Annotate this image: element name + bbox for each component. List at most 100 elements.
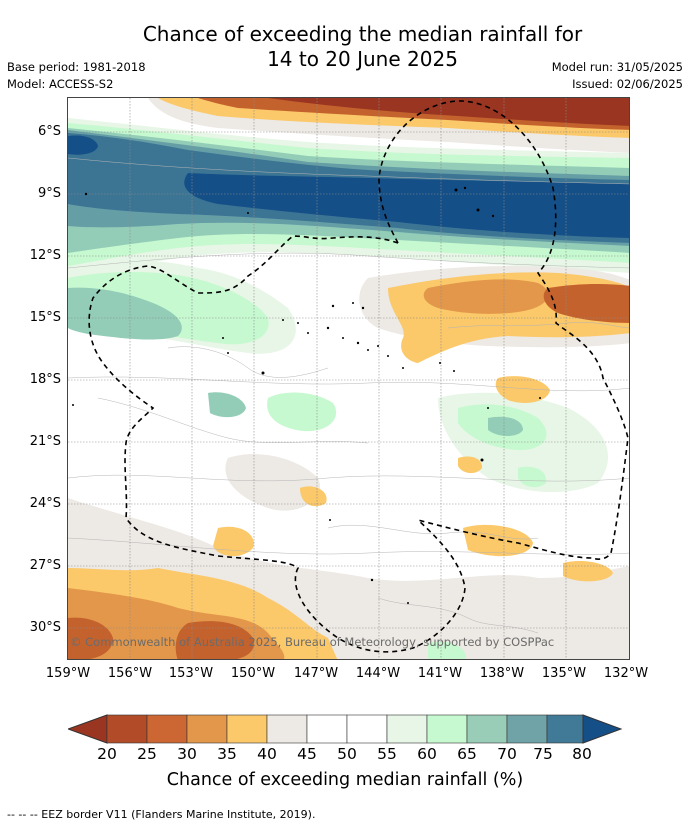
- model-name: Model: ACCESS-S2: [7, 77, 114, 91]
- lat-label: 27°S: [29, 558, 61, 573]
- island: [326, 326, 330, 330]
- lat-label: 21°S: [29, 434, 61, 449]
- colorbar-extend-low: [68, 714, 108, 744]
- base-period: Base period: 1981-2018: [7, 60, 146, 74]
- eez-border-central: [88, 235, 466, 653]
- lon-label: 144°W: [355, 666, 401, 681]
- island: [402, 367, 404, 369]
- chart-title: Chance of exceeding the median rainfall …: [0, 22, 690, 72]
- colorbar-tick: 65: [457, 745, 477, 763]
- mid-wet-patch-east: [488, 416, 523, 436]
- colorbar-swatch: [466, 714, 508, 744]
- very-dry-band-north: [268, 98, 629, 126]
- island: [453, 370, 455, 372]
- meta-right: Model run: 31/05/2025 Issued: 02/06/2025: [552, 59, 683, 93]
- island: [463, 186, 467, 190]
- colorbar-swatch: [306, 714, 348, 744]
- island: [454, 188, 458, 192]
- lat-label: 30°S: [29, 620, 61, 635]
- colorbar-tick: 35: [217, 745, 237, 763]
- lon-label: 156°W: [107, 666, 153, 681]
- contour-line-3: [68, 376, 629, 392]
- eez-borders: [88, 100, 629, 653]
- contour-lines: [68, 157, 629, 634]
- island: [480, 458, 484, 462]
- island: [539, 397, 541, 399]
- island: [387, 355, 389, 357]
- island: [72, 404, 74, 406]
- slightly-dry-patch-south-central: [213, 526, 254, 557]
- mid-wet-region-west: [68, 287, 182, 340]
- contour-line-4: [68, 474, 629, 482]
- colorbar-swatch: [226, 714, 268, 744]
- contour-line-7: [327, 524, 539, 540]
- gridlines: [68, 98, 629, 659]
- map-canvas: © Commonwealth of Australia 2025, Bureau…: [68, 98, 629, 659]
- rainfall-map: © Commonwealth of Australia 2025, Bureau…: [67, 97, 630, 660]
- island: [331, 304, 335, 308]
- colorbar-swatch: [386, 714, 428, 744]
- lon-label: 159°W: [45, 666, 91, 681]
- lon-label: 135°W: [541, 666, 587, 681]
- colorbar-swatch: [266, 714, 308, 744]
- slightly-wet-patch-south-center: [428, 641, 466, 659]
- island: [222, 337, 224, 339]
- mid-wet-patch-central-west: [208, 392, 246, 418]
- contour-line-10: [447, 322, 629, 329]
- extreme-wet-patch-west: [68, 135, 98, 155]
- island: [361, 306, 365, 310]
- island: [342, 337, 344, 339]
- contour-line-2: [68, 252, 629, 269]
- lon-label: 150°W: [230, 666, 276, 681]
- colorbar-swatch: [506, 714, 548, 744]
- lat-label: 18°S: [29, 372, 61, 387]
- island: [370, 578, 374, 582]
- contour-line-6: [97, 397, 369, 444]
- island: [487, 407, 489, 409]
- lon-label: 153°W: [168, 666, 214, 681]
- colorbar-swatch: [346, 714, 388, 744]
- contour-line-8: [377, 597, 539, 634]
- title-line-2: 14 to 20 June 2025: [267, 47, 458, 71]
- colorbar-extend-high: [582, 714, 623, 744]
- slightly-dry-patch-southeast: [463, 524, 533, 557]
- island: [352, 302, 354, 304]
- islands: [72, 186, 541, 604]
- dry-region-southwest: [175, 621, 254, 659]
- island: [367, 349, 369, 351]
- contour-line-5: [68, 537, 629, 555]
- island: [356, 341, 360, 345]
- colorbar-tick: 55: [377, 745, 397, 763]
- copyright-notice: © Commonwealth of Australia 2025, Bureau…: [70, 635, 554, 649]
- colorbar: [68, 714, 623, 744]
- island: [247, 212, 249, 214]
- colorbar-swatch: [146, 714, 188, 744]
- island: [439, 362, 441, 364]
- colorbar-tick: 30: [177, 745, 197, 763]
- meta-left: Base period: 1981-2018 Model: ACCESS-S2: [7, 59, 146, 93]
- colorbar-swatch: [106, 714, 148, 744]
- title-line-1: Chance of exceeding the median rainfall …: [142, 22, 583, 46]
- colorbar-swatch: [546, 714, 584, 744]
- extreme-wet-band-north: [184, 173, 629, 238]
- lat-label: 9°S: [37, 186, 61, 201]
- colorbar-title: Chance of exceeding median rainfall (%): [166, 770, 524, 790]
- island: [377, 345, 379, 347]
- island: [491, 214, 495, 218]
- lat-label: 15°S: [29, 310, 61, 325]
- colorbar-tick: 25: [137, 745, 157, 763]
- issued-date: Issued: 02/06/2025: [572, 77, 683, 91]
- lat-label: 12°S: [29, 248, 61, 263]
- lat-label: 24°S: [29, 496, 61, 511]
- eez-footnote: -- -- -- EEZ border V11 (Flanders Marine…: [7, 808, 316, 821]
- island: [84, 192, 88, 196]
- island: [476, 208, 480, 212]
- lon-label: 141°W: [417, 666, 463, 681]
- eez-border-northeast: [378, 100, 629, 560]
- island: [407, 602, 409, 604]
- colorbar-tick: 70: [497, 745, 517, 763]
- contour-line-9: [167, 346, 329, 378]
- colorbar-tick: 80: [572, 745, 592, 763]
- lon-label: 147°W: [293, 666, 339, 681]
- mid-dry-region-east: [423, 279, 549, 314]
